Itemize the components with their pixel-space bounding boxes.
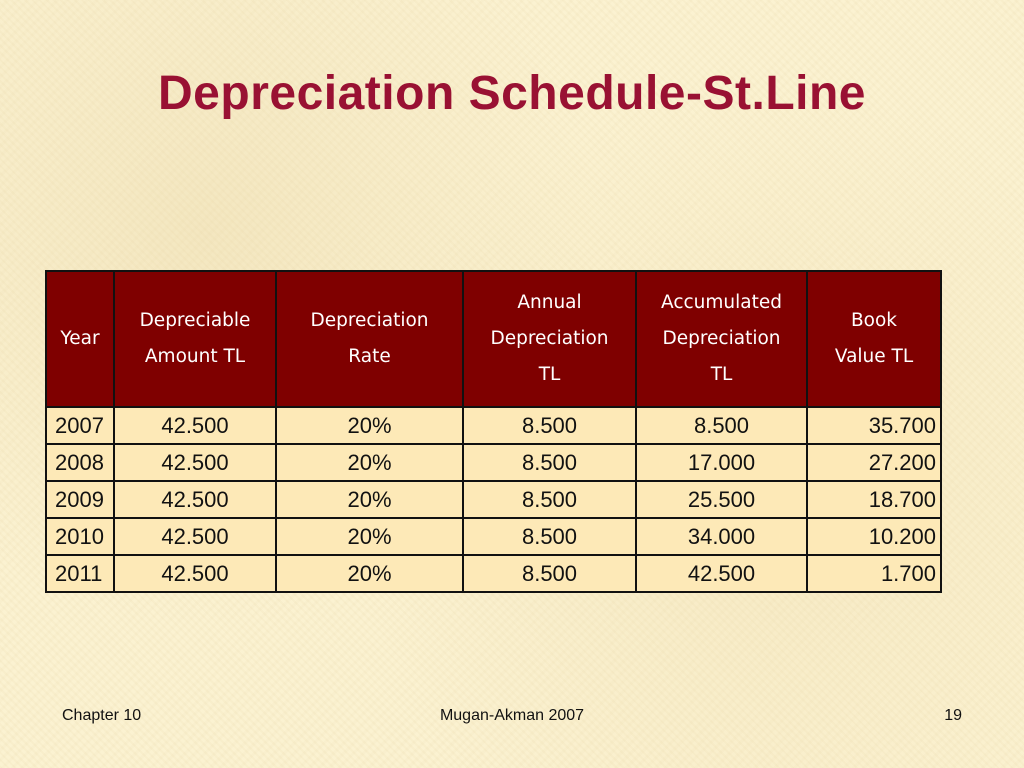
cell-year: 2009: [45, 480, 115, 519]
header-book-value: Book Value TL: [806, 270, 942, 408]
header-line: Book: [850, 310, 898, 331]
cell-accumulated-depreciation: 34.000: [635, 517, 808, 556]
table-row: 2009 42.500 20% 8.500 25.500 18.700: [45, 480, 942, 519]
cell-depreciation-rate: 20%: [275, 517, 464, 556]
header-line: Depreciable: [139, 310, 251, 331]
footer-page-number: 19: [944, 707, 962, 724]
cell-annual-depreciation: 8.500: [462, 443, 637, 482]
cell-depreciable-amount: 42.500: [113, 554, 277, 593]
header-line: TL: [538, 364, 561, 385]
cell-depreciable-amount: 42.500: [113, 406, 277, 445]
header-year: Year: [45, 270, 115, 408]
cell-book-value: 18.700: [806, 480, 942, 519]
cell-accumulated-depreciation: 17.000: [635, 443, 808, 482]
table-header-row: Year Depreciable Amount TL Depreciation …: [45, 270, 942, 408]
slide-title: Depreciation Schedule-St.Line: [158, 67, 866, 120]
cell-depreciable-amount: 42.500: [113, 443, 277, 482]
cell-depreciable-amount: 42.500: [113, 517, 277, 556]
header-line: Depreciation: [490, 328, 609, 349]
cell-depreciation-rate: 20%: [275, 554, 464, 593]
cell-book-value: 27.200: [806, 443, 942, 482]
table-row: 2010 42.500 20% 8.500 34.000 10.200: [45, 517, 942, 556]
cell-depreciation-rate: 20%: [275, 443, 464, 482]
cell-year: 2007: [45, 406, 115, 445]
cell-year: 2011: [45, 554, 115, 593]
footer-author: Mugan-Akman 2007: [439, 707, 585, 724]
cell-book-value: 35.700: [806, 406, 942, 445]
header-line: TL: [710, 364, 733, 385]
header-depreciable-amount: Depreciable Amount TL: [113, 270, 277, 408]
cell-accumulated-depreciation: 42.500: [635, 554, 808, 593]
cell-accumulated-depreciation: 8.500: [635, 406, 808, 445]
header-line: Value TL: [834, 346, 914, 367]
header-annual-depreciation: Annual Depreciation TL: [462, 270, 637, 408]
cell-depreciable-amount: 42.500: [113, 480, 277, 519]
header-depreciation-rate: Depreciation Rate: [275, 270, 464, 408]
cell-year: 2008: [45, 443, 115, 482]
cell-book-value: 10.200: [806, 517, 942, 556]
header-line: Amount TL: [144, 346, 246, 367]
footer-chapter: Chapter 10: [62, 707, 142, 724]
cell-depreciation-rate: 20%: [275, 406, 464, 445]
depreciation-table-container: Year Depreciable Amount TL Depreciation …: [45, 270, 942, 593]
cell-annual-depreciation: 8.500: [462, 406, 637, 445]
header-line: Depreciation: [662, 328, 781, 349]
cell-depreciation-rate: 20%: [275, 480, 464, 519]
header-line: Depreciation: [310, 310, 429, 331]
depreciation-schedule-table: Year Depreciable Amount TL Depreciation …: [45, 270, 942, 593]
cell-accumulated-depreciation: 25.500: [635, 480, 808, 519]
header-line: Accumulated: [661, 292, 782, 313]
header-accumulated-depreciation: Accumulated Depreciation TL: [635, 270, 808, 408]
table-row: 2007 42.500 20% 8.500 8.500 35.700: [45, 406, 942, 445]
header-line: Annual: [517, 292, 582, 313]
table-row: 2008 42.500 20% 8.500 17.000 27.200: [45, 443, 942, 482]
header-line: Year: [60, 328, 100, 349]
cell-annual-depreciation: 8.500: [462, 554, 637, 593]
cell-annual-depreciation: 8.500: [462, 517, 637, 556]
cell-year: 2010: [45, 517, 115, 556]
cell-book-value: 1.700: [806, 554, 942, 593]
table-row: 2011 42.500 20% 8.500 42.500 1.700: [45, 554, 942, 593]
cell-annual-depreciation: 8.500: [462, 480, 637, 519]
header-line: Rate: [348, 346, 391, 367]
